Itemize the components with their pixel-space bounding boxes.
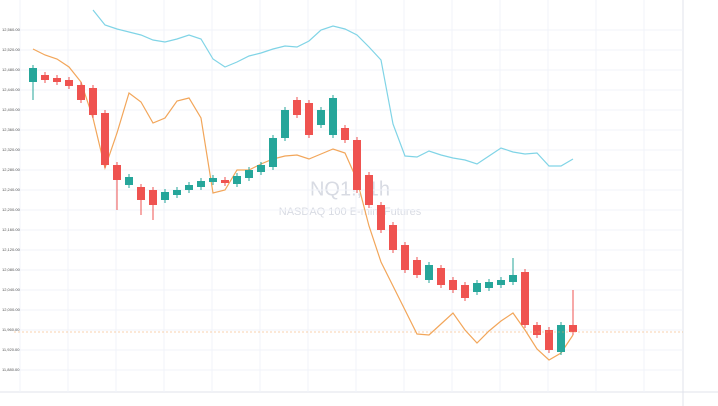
candle-body: [473, 283, 481, 292]
y-tick-label: 12,360.00: [2, 127, 21, 132]
y-tick-label: 11,920.00: [2, 347, 20, 352]
y-tick-label: 12,400.00: [2, 107, 21, 112]
candle-body: [425, 265, 433, 280]
candle-body: [257, 165, 265, 172]
y-tick-label: 12,120.00: [2, 247, 21, 252]
y-tick-label: 12,480.00: [2, 67, 21, 72]
candle-body: [173, 190, 181, 195]
candle-body: [197, 181, 205, 187]
candle-body: [113, 165, 121, 180]
watermark-title: NQ1!, 1h: [310, 178, 390, 200]
candle-body: [41, 75, 49, 80]
candle-body: [437, 268, 445, 285]
candle-body: [29, 68, 37, 82]
candle-body: [65, 80, 73, 86]
y-tick-label: 12,320.00: [2, 147, 21, 152]
y-tick-label: 11,960.00: [2, 327, 20, 332]
candle-body: [401, 245, 409, 270]
candle-body: [305, 103, 313, 135]
candle-body: [293, 100, 301, 115]
candle-body: [413, 260, 421, 275]
candle-body: [137, 187, 145, 200]
candle-body: [221, 180, 229, 183]
candle-body: [125, 177, 133, 185]
candle-body: [101, 113, 109, 165]
candle-body: [209, 178, 217, 182]
y-tick-label: 12,080.00: [2, 267, 21, 272]
y-tick-label: 12,160.00: [2, 227, 21, 232]
candle-body: [53, 78, 61, 82]
candle-body: [389, 225, 397, 250]
candle-body: [161, 192, 169, 200]
y-tick-label: 12,000.00: [2, 307, 21, 312]
candle-body: [341, 128, 349, 140]
candle-body: [521, 272, 529, 325]
candle-body: [245, 170, 253, 178]
candle-body: [545, 330, 553, 350]
candle-body: [365, 175, 373, 205]
candle-body: [233, 176, 241, 184]
candle-body: [377, 205, 385, 230]
candle-body: [449, 280, 457, 290]
candle-body: [569, 325, 577, 332]
candle-body: [281, 110, 289, 138]
candle-body: [485, 282, 493, 288]
candle-body: [149, 190, 157, 205]
y-tick-label: 12,520.00: [2, 47, 21, 52]
y-tick-label: 12,040.00: [2, 287, 21, 292]
candle-body: [461, 285, 469, 298]
candle-body: [557, 325, 565, 352]
y-tick-label: 12,280.00: [2, 167, 21, 172]
y-tick-label: 12,200.00: [2, 207, 21, 212]
candle-body: [185, 185, 193, 190]
candle-body: [497, 280, 505, 285]
y-tick-label: 12,560.00: [2, 27, 21, 32]
y-tick-label: 12,240.00: [2, 187, 21, 192]
watermark-subtitle: NASDAQ 100 E-mini Futures: [279, 206, 422, 218]
indicator-line: [92, 9, 574, 167]
candle-body: [89, 88, 97, 115]
indicator-line: [32, 48, 574, 361]
y-tick-label: 12,440.00: [2, 87, 21, 92]
candle-body: [317, 110, 325, 125]
candle-body: [269, 138, 277, 167]
candle-body: [353, 140, 361, 190]
candle-body: [77, 85, 85, 100]
y-tick-label: 11,880.00: [2, 367, 20, 372]
candle-body: [533, 325, 541, 335]
candle-body: [509, 275, 517, 282]
candle-body: [329, 98, 337, 135]
